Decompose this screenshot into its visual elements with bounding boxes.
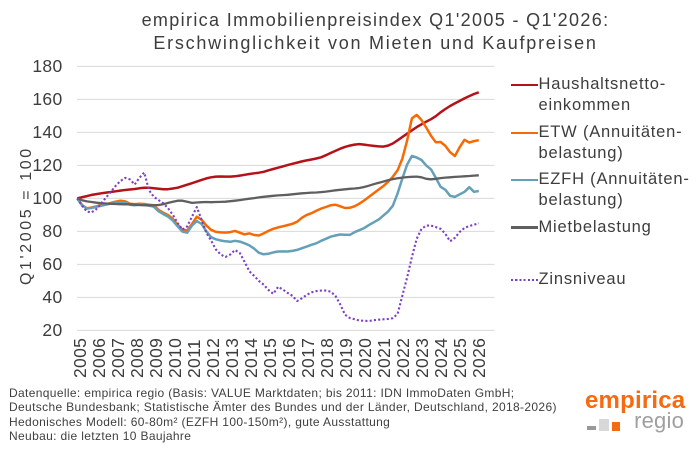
- svg-text:2017: 2017: [298, 338, 318, 378]
- svg-text:100: 100: [32, 188, 62, 208]
- svg-text:2021: 2021: [374, 338, 394, 378]
- svg-text:2006: 2006: [89, 338, 109, 378]
- svg-text:2022: 2022: [393, 338, 413, 378]
- svg-text:160: 160: [32, 89, 62, 109]
- svg-text:2013: 2013: [222, 338, 242, 378]
- svg-text:2011: 2011: [184, 339, 204, 378]
- svg-text:2025: 2025: [450, 338, 470, 378]
- svg-text:2010: 2010: [165, 338, 185, 378]
- svg-text:2005: 2005: [70, 338, 90, 378]
- svg-text:40: 40: [42, 287, 62, 307]
- svg-text:2012: 2012: [203, 338, 223, 378]
- svg-text:2016: 2016: [279, 338, 299, 378]
- svg-text:2009: 2009: [146, 338, 166, 378]
- svg-text:2020: 2020: [355, 338, 375, 378]
- svg-text:2007: 2007: [108, 338, 128, 378]
- svg-text:2008: 2008: [127, 338, 147, 378]
- svg-text:120: 120: [32, 155, 62, 175]
- svg-text:2018: 2018: [317, 338, 337, 378]
- svg-text:20: 20: [42, 320, 62, 340]
- svg-text:2019: 2019: [336, 338, 356, 378]
- svg-text:2026: 2026: [469, 338, 489, 378]
- svg-text:80: 80: [42, 221, 62, 241]
- svg-text:2023: 2023: [412, 338, 432, 378]
- svg-text:140: 140: [32, 122, 62, 142]
- svg-text:2014: 2014: [241, 338, 261, 378]
- svg-text:180: 180: [32, 56, 62, 76]
- svg-text:2024: 2024: [431, 338, 451, 378]
- svg-text:2015: 2015: [260, 338, 280, 378]
- svg-text:Q1'2005 = 100: Q1'2005 = 100: [18, 146, 35, 285]
- svg-text:60: 60: [42, 254, 62, 274]
